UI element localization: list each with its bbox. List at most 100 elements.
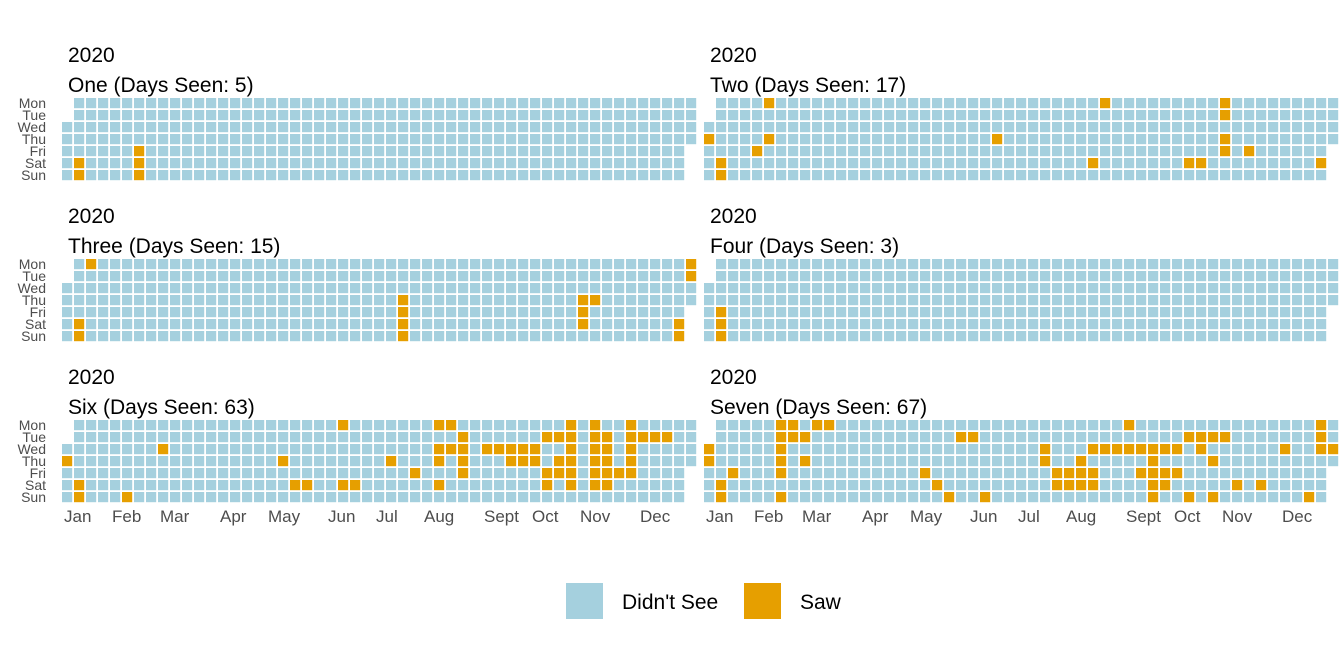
cell-not-seen: [362, 480, 373, 491]
cell-not-seen: [314, 432, 325, 443]
cell-not-seen: [302, 444, 313, 455]
cell-not-seen: [824, 295, 835, 306]
cell-not-seen: [206, 456, 217, 467]
cell-not-seen: [122, 331, 133, 342]
cell-not-seen: [266, 331, 277, 342]
cell-not-seen: [836, 492, 847, 503]
cell-not-seen: [1052, 432, 1063, 443]
cell-not-seen: [518, 134, 529, 145]
cell-not-seen: [434, 134, 445, 145]
day-label: Wed: [17, 441, 46, 457]
cell-not-seen: [992, 283, 1003, 294]
cell-not-seen: [1136, 98, 1147, 109]
cell-not-seen: [1208, 295, 1219, 306]
cell-not-seen: [458, 122, 469, 133]
cell-not-seen: [170, 170, 181, 181]
cell-not-seen: [776, 146, 787, 157]
cell-not-seen: [374, 170, 385, 181]
cell-not-seen: [218, 283, 229, 294]
cell-not-seen: [314, 420, 325, 431]
cell-not-seen: [1112, 295, 1123, 306]
cell-not-seen: [824, 98, 835, 109]
cell-not-seen: [254, 259, 265, 270]
cell-not-seen: [836, 110, 847, 121]
cell-not-seen: [170, 468, 181, 479]
cell-not-seen: [776, 110, 787, 121]
cell-seen: [776, 456, 787, 467]
cell-not-seen: [518, 110, 529, 121]
cell-not-seen: [650, 480, 661, 491]
cell-not-seen: [884, 110, 895, 121]
cell-not-seen: [1004, 295, 1015, 306]
cell-not-seen: [1160, 492, 1171, 503]
cell-not-seen: [350, 271, 361, 282]
cell-not-seen: [518, 420, 529, 431]
cell-not-seen: [848, 331, 859, 342]
cell-not-seen: [362, 319, 373, 330]
cell-not-seen: [896, 98, 907, 109]
cell-not-seen: [302, 456, 313, 467]
cell-not-seen: [554, 110, 565, 121]
cell-not-seen: [230, 98, 241, 109]
cell-not-seen: [494, 331, 505, 342]
cell-not-seen: [1172, 420, 1183, 431]
cell-not-seen: [1208, 283, 1219, 294]
cell-not-seen: [134, 420, 145, 431]
cell-not-seen: [494, 319, 505, 330]
cell-not-seen: [1256, 307, 1267, 318]
cell-not-seen: [434, 331, 445, 342]
cell-not-seen: [386, 307, 397, 318]
cell-not-seen: [494, 468, 505, 479]
cell-not-seen: [314, 122, 325, 133]
cell-not-seen: [824, 283, 835, 294]
cell-not-seen: [206, 122, 217, 133]
cell-not-seen: [470, 492, 481, 503]
cell-not-seen: [980, 170, 991, 181]
cell-not-seen: [740, 444, 751, 455]
cell-not-seen: [1124, 98, 1135, 109]
cell-not-seen: [302, 110, 313, 121]
cell-seen: [650, 432, 661, 443]
cell-not-seen: [86, 110, 97, 121]
cell-not-seen: [314, 468, 325, 479]
cell-not-seen: [1316, 98, 1327, 109]
cell-not-seen: [158, 122, 169, 133]
cell-not-seen: [254, 432, 265, 443]
cell-not-seen: [1304, 122, 1315, 133]
cell-not-seen: [218, 432, 229, 443]
cell-not-seen: [470, 146, 481, 157]
cell-not-seen: [110, 271, 121, 282]
cell-not-seen: [908, 444, 919, 455]
cell-not-seen: [62, 468, 73, 479]
cell-not-seen: [674, 307, 685, 318]
cell-seen: [776, 468, 787, 479]
cell-not-seen: [518, 331, 529, 342]
cell-not-seen: [908, 259, 919, 270]
cell-not-seen: [884, 295, 895, 306]
cell-not-seen: [206, 98, 217, 109]
cell-not-seen: [338, 319, 349, 330]
cell-not-seen: [434, 158, 445, 169]
cell-not-seen: [62, 492, 73, 503]
cell-not-seen: [290, 122, 301, 133]
cell-not-seen: [146, 420, 157, 431]
cell-not-seen: [674, 456, 685, 467]
cell-not-seen: [1076, 134, 1087, 145]
cell-not-seen: [350, 319, 361, 330]
cell-not-seen: [602, 122, 613, 133]
cell-not-seen: [884, 456, 895, 467]
cell-not-seen: [254, 134, 265, 145]
cell-not-seen: [386, 122, 397, 133]
cell-seen: [716, 331, 727, 342]
cell-not-seen: [1148, 110, 1159, 121]
cell-not-seen: [704, 319, 715, 330]
cell-not-seen: [122, 420, 133, 431]
cell-not-seen: [1244, 170, 1255, 181]
cell-not-seen: [626, 283, 637, 294]
cell-not-seen: [896, 456, 907, 467]
cell-not-seen: [1064, 122, 1075, 133]
cell-seen: [566, 456, 577, 467]
cell-seen: [602, 468, 613, 479]
cell-not-seen: [992, 319, 1003, 330]
cell-not-seen: [1232, 444, 1243, 455]
